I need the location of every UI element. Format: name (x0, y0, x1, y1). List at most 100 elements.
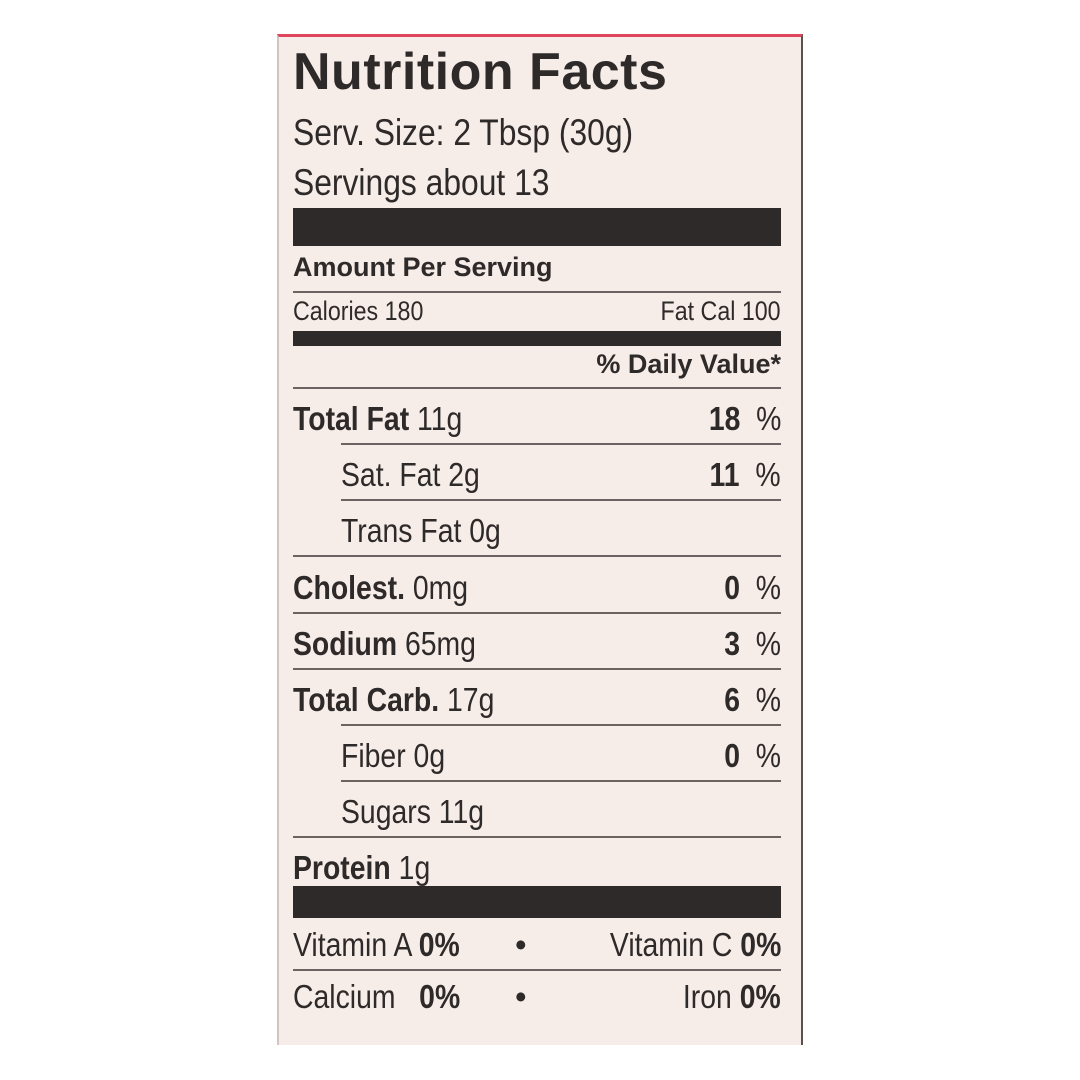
amount-per-serving: Amount Per Serving (293, 252, 781, 283)
servings-text: Servings about 13 (293, 162, 550, 203)
nutrient-row: Sugars 11g (341, 787, 781, 831)
iron-value: 0% (739, 978, 781, 1015)
nutrient-label: Total Carb. (293, 681, 440, 718)
vitamin-a-label: Vitamin A (293, 926, 411, 963)
nutrient-label: Fiber (341, 737, 406, 774)
calories-value: 180 (384, 296, 424, 326)
thick-bar (293, 886, 781, 918)
divider (293, 668, 781, 670)
nutrient-dv: 0 % (724, 569, 781, 607)
dv-unit: % (755, 456, 781, 493)
nutrient-amount: 11g (438, 793, 485, 830)
divider (341, 499, 781, 501)
nutrient-row: Cholest. 0mg 0 % (293, 563, 781, 607)
vitamin-a-value: 0% (418, 926, 460, 963)
divider (293, 291, 781, 293)
bullet: • (515, 926, 527, 963)
calcium: Calcium 0% (293, 978, 460, 1016)
nutrient: Protein 1g (293, 849, 430, 887)
nutrient-label: Trans Fat (341, 512, 462, 549)
nutrient-row: Sat. Fat 2g 11 % (341, 450, 781, 494)
thick-bar (293, 208, 781, 246)
nutrient-amount: 0g (469, 512, 501, 549)
nutrient-row: Sodium 65mg 3 % (293, 619, 781, 663)
vitamin-c-label: Vitamin C (609, 926, 733, 963)
amount-per-serving-text: Amount Per Serving (293, 252, 553, 282)
vitamin-a: Vitamin A 0% (293, 926, 460, 964)
nutrient-amount: 0mg (412, 569, 469, 606)
nutrient-row: Total Carb. 17g 6 % (293, 675, 781, 719)
calcium-label: Calcium (293, 978, 396, 1015)
nutrient: Sat. Fat 2g (341, 456, 480, 494)
calories-label: Calories (293, 296, 379, 326)
dv-unit: % (755, 625, 781, 662)
dv-unit: % (755, 737, 781, 774)
dv-value: 6 (724, 681, 740, 718)
nutrient-row: Protein 1g (293, 843, 781, 887)
divider (293, 969, 781, 971)
dv-value: 18 (708, 400, 740, 437)
title-text: Nutrition Facts (293, 43, 668, 101)
dv-unit: % (755, 681, 781, 718)
iron: Iron 0% (683, 978, 781, 1016)
nutrient: Sugars 11g (341, 793, 484, 831)
vitamin-c: Vitamin C 0% (610, 926, 781, 964)
nutrient-row: Fiber 0g 0 % (341, 731, 781, 775)
nutrient-row: Total Fat 11g 18 % (293, 394, 781, 438)
daily-value-header: % Daily Value* (293, 348, 781, 380)
daily-value-text: % Daily Value* (596, 349, 781, 379)
nutrient-amount: 2g (448, 456, 480, 493)
fat-cal-value: 100 (742, 296, 781, 326)
dv-unit: % (755, 400, 781, 437)
calories: Calories 180 (293, 296, 423, 327)
nutrient-amount: 0g (413, 737, 446, 774)
nutrient-dv: 11 % (710, 456, 781, 494)
title: Nutrition Facts (293, 43, 781, 102)
nutrient: Total Carb. 17g (293, 681, 494, 719)
dv-value: 0 (724, 737, 740, 774)
nutrient: Total Fat 11g (293, 400, 462, 438)
dv-value: 3 (724, 625, 740, 662)
nutrient-amount: 11g (417, 400, 463, 437)
nutrient-dv: 6 % (724, 681, 781, 719)
nutrient-label: Cholest. (293, 569, 405, 606)
nutrient-amount: 17g (447, 681, 495, 718)
nutrient: Fiber 0g (341, 737, 445, 775)
nutrient: Sodium 65mg (293, 625, 476, 663)
vitamin-row: Vitamin A 0% • Vitamin C 0% (293, 922, 781, 964)
nutrient-label: Sodium (293, 625, 398, 662)
nutrition-facts-panel: Nutrition Facts Serv. Size: 2 Tbsp (30g)… (277, 34, 803, 1045)
bullet: • (515, 978, 527, 1015)
serving-size: Serv. Size: 2 Tbsp (30g) (293, 112, 781, 154)
calcium-value: 0% (419, 978, 461, 1015)
nutrient: Trans Fat 0g (341, 512, 501, 550)
dv-unit: % (755, 569, 781, 606)
divider (341, 443, 781, 445)
vitamin-c-value: 0% (739, 926, 781, 963)
serving-size-text: Serv. Size: 2 Tbsp (30g) (293, 112, 634, 153)
fat-calories: Fat Cal 100 (661, 296, 781, 327)
calories-row: Calories 180 Fat Cal 100 (293, 295, 781, 327)
nutrient-label: Total Fat (293, 400, 410, 437)
divider (293, 387, 781, 389)
nutrient-dv: 0 % (724, 737, 781, 775)
nutrient-amount: 1g (398, 849, 431, 886)
dv-value: 11 (709, 456, 740, 493)
nutrient-row: Trans Fat 0g (341, 506, 781, 550)
nutrient-label: Sat. Fat (341, 456, 441, 493)
divider (341, 724, 781, 726)
nutrient-dv: 3 % (724, 625, 781, 663)
divider (293, 836, 781, 838)
divider (293, 612, 781, 614)
servings: Servings about 13 (293, 162, 781, 204)
medium-bar (293, 331, 781, 346)
divider (293, 555, 781, 557)
dv-value: 0 (724, 569, 740, 606)
mineral-row: Calcium 0% • Iron 0% (293, 974, 781, 1016)
nutrient-amount: 65mg (404, 625, 476, 662)
nutrient: Cholest. 0mg (293, 569, 468, 607)
fat-cal-label: Fat Cal (660, 296, 736, 326)
nutrient-dv: 18 % (708, 400, 781, 438)
nutrient-label: Protein (293, 849, 391, 886)
iron-label: Iron (683, 978, 733, 1015)
